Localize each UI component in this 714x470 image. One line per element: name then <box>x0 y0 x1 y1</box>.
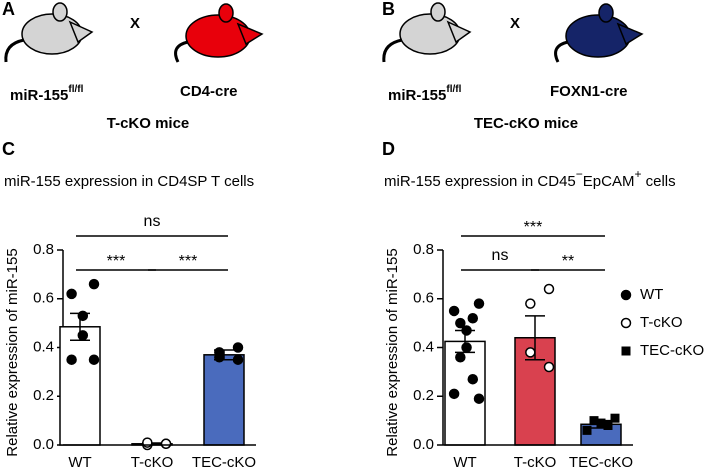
data-point <box>455 317 466 329</box>
data-point <box>66 354 77 365</box>
y-tick-label: 0.8 <box>33 241 54 258</box>
cross: X <box>130 15 140 32</box>
data-point <box>473 298 485 309</box>
title-part: + <box>634 167 641 181</box>
data-point <box>77 310 89 322</box>
x-tick-label: T-cKO <box>131 454 174 470</box>
label-base: miR-155 <box>388 87 446 104</box>
bar <box>59 326 101 446</box>
data-point <box>525 347 536 358</box>
data-point <box>525 298 536 309</box>
significance-label: ns <box>492 247 509 264</box>
y-tick-label: 0.6 <box>33 290 54 307</box>
y-axis-label: Relative expression of miR-155 <box>384 248 401 456</box>
data-point <box>603 421 613 430</box>
data-point <box>461 325 472 336</box>
data-point <box>214 352 225 363</box>
caption: TEC-cKO mice <box>474 115 578 132</box>
data-point <box>461 342 472 353</box>
data-point <box>77 330 89 341</box>
legend-label: WT <box>640 286 663 303</box>
x-tick-label: WT <box>68 454 91 470</box>
y-tick-label: 0.0 <box>33 436 54 453</box>
significance-label: ** <box>562 253 574 270</box>
y-axis-label: Relative expression of miR-155 <box>4 248 21 456</box>
label-sup: fl/fl <box>446 84 461 95</box>
data-point <box>473 393 485 404</box>
mouse-cre-a <box>174 3 264 63</box>
data-point <box>610 413 620 423</box>
mouse-wt-a <box>4 2 94 63</box>
mouse-wt-b <box>382 2 472 63</box>
data-point <box>467 373 479 385</box>
x-tick-label: WT <box>453 454 476 470</box>
chart-title: miR-155 expression in CD45−EpCAM+ cells <box>384 167 676 190</box>
x-tick-label: TEC-cKO <box>192 454 256 470</box>
y-tick-label: 0.4 <box>33 338 54 355</box>
y-tick-label: 0.0 <box>413 436 434 453</box>
mouse-cre-b <box>554 3 644 63</box>
y-tick-label: 0.6 <box>413 290 434 307</box>
data-point <box>66 288 77 300</box>
strain-label: miR-155fl/fl <box>388 84 462 104</box>
data-point <box>455 352 466 363</box>
y-tick-label: 0.4 <box>413 338 434 355</box>
significance-label: *** <box>107 253 126 270</box>
title-part: miR-155 expression in CD45 <box>384 173 576 190</box>
data-point <box>543 283 555 295</box>
panel-letter: D <box>382 139 395 159</box>
panel-letter: B <box>382 0 395 19</box>
title-part: EpCAM <box>583 173 635 190</box>
legend-marker <box>620 317 632 329</box>
data-point <box>543 361 555 373</box>
data-point <box>88 278 100 290</box>
significance-label: *** <box>524 219 543 236</box>
title-part: miR-155 expression in CD4SP T cells <box>4 173 254 190</box>
data-point <box>232 342 244 353</box>
y-tick-label: 0.2 <box>413 387 434 404</box>
title-part: cells <box>641 173 675 190</box>
significance-label: *** <box>179 253 198 270</box>
strain-label: FOXN1-cre <box>550 83 628 100</box>
significance-label: ns <box>144 213 161 230</box>
legend-label: TEC-cKO <box>640 342 704 359</box>
legend-marker <box>621 346 631 356</box>
cross: X <box>510 15 520 32</box>
y-tick-label: 0.8 <box>413 241 434 258</box>
data-point <box>582 425 592 435</box>
chart-title: miR-155 expression in CD4SP T cells <box>4 173 254 190</box>
data-point <box>232 354 244 365</box>
data-point <box>467 313 479 324</box>
x-tick-label: T-cKO <box>514 454 557 470</box>
panel-letter: C <box>2 139 15 159</box>
bar <box>203 354 245 446</box>
strain-label: CD4-cre <box>180 83 238 100</box>
x-tick-label: TEC-cKO <box>569 454 633 470</box>
data-point <box>448 305 460 317</box>
strain-label: miR-155fl/fl <box>10 84 84 104</box>
legend-marker <box>620 289 632 301</box>
label-sup: fl/fl <box>68 84 83 95</box>
data-point <box>596 418 606 428</box>
data-point <box>160 438 172 450</box>
legend-label: T-cKO <box>640 314 683 331</box>
bar <box>514 337 556 446</box>
y-tick-label: 0.2 <box>33 387 54 404</box>
label-base: miR-155 <box>10 87 68 104</box>
panel-letter: A <box>2 0 15 19</box>
title-part: − <box>576 167 583 181</box>
caption: T-cKO mice <box>107 115 190 132</box>
data-point <box>448 388 460 400</box>
data-point <box>589 416 599 426</box>
data-point <box>88 354 100 365</box>
